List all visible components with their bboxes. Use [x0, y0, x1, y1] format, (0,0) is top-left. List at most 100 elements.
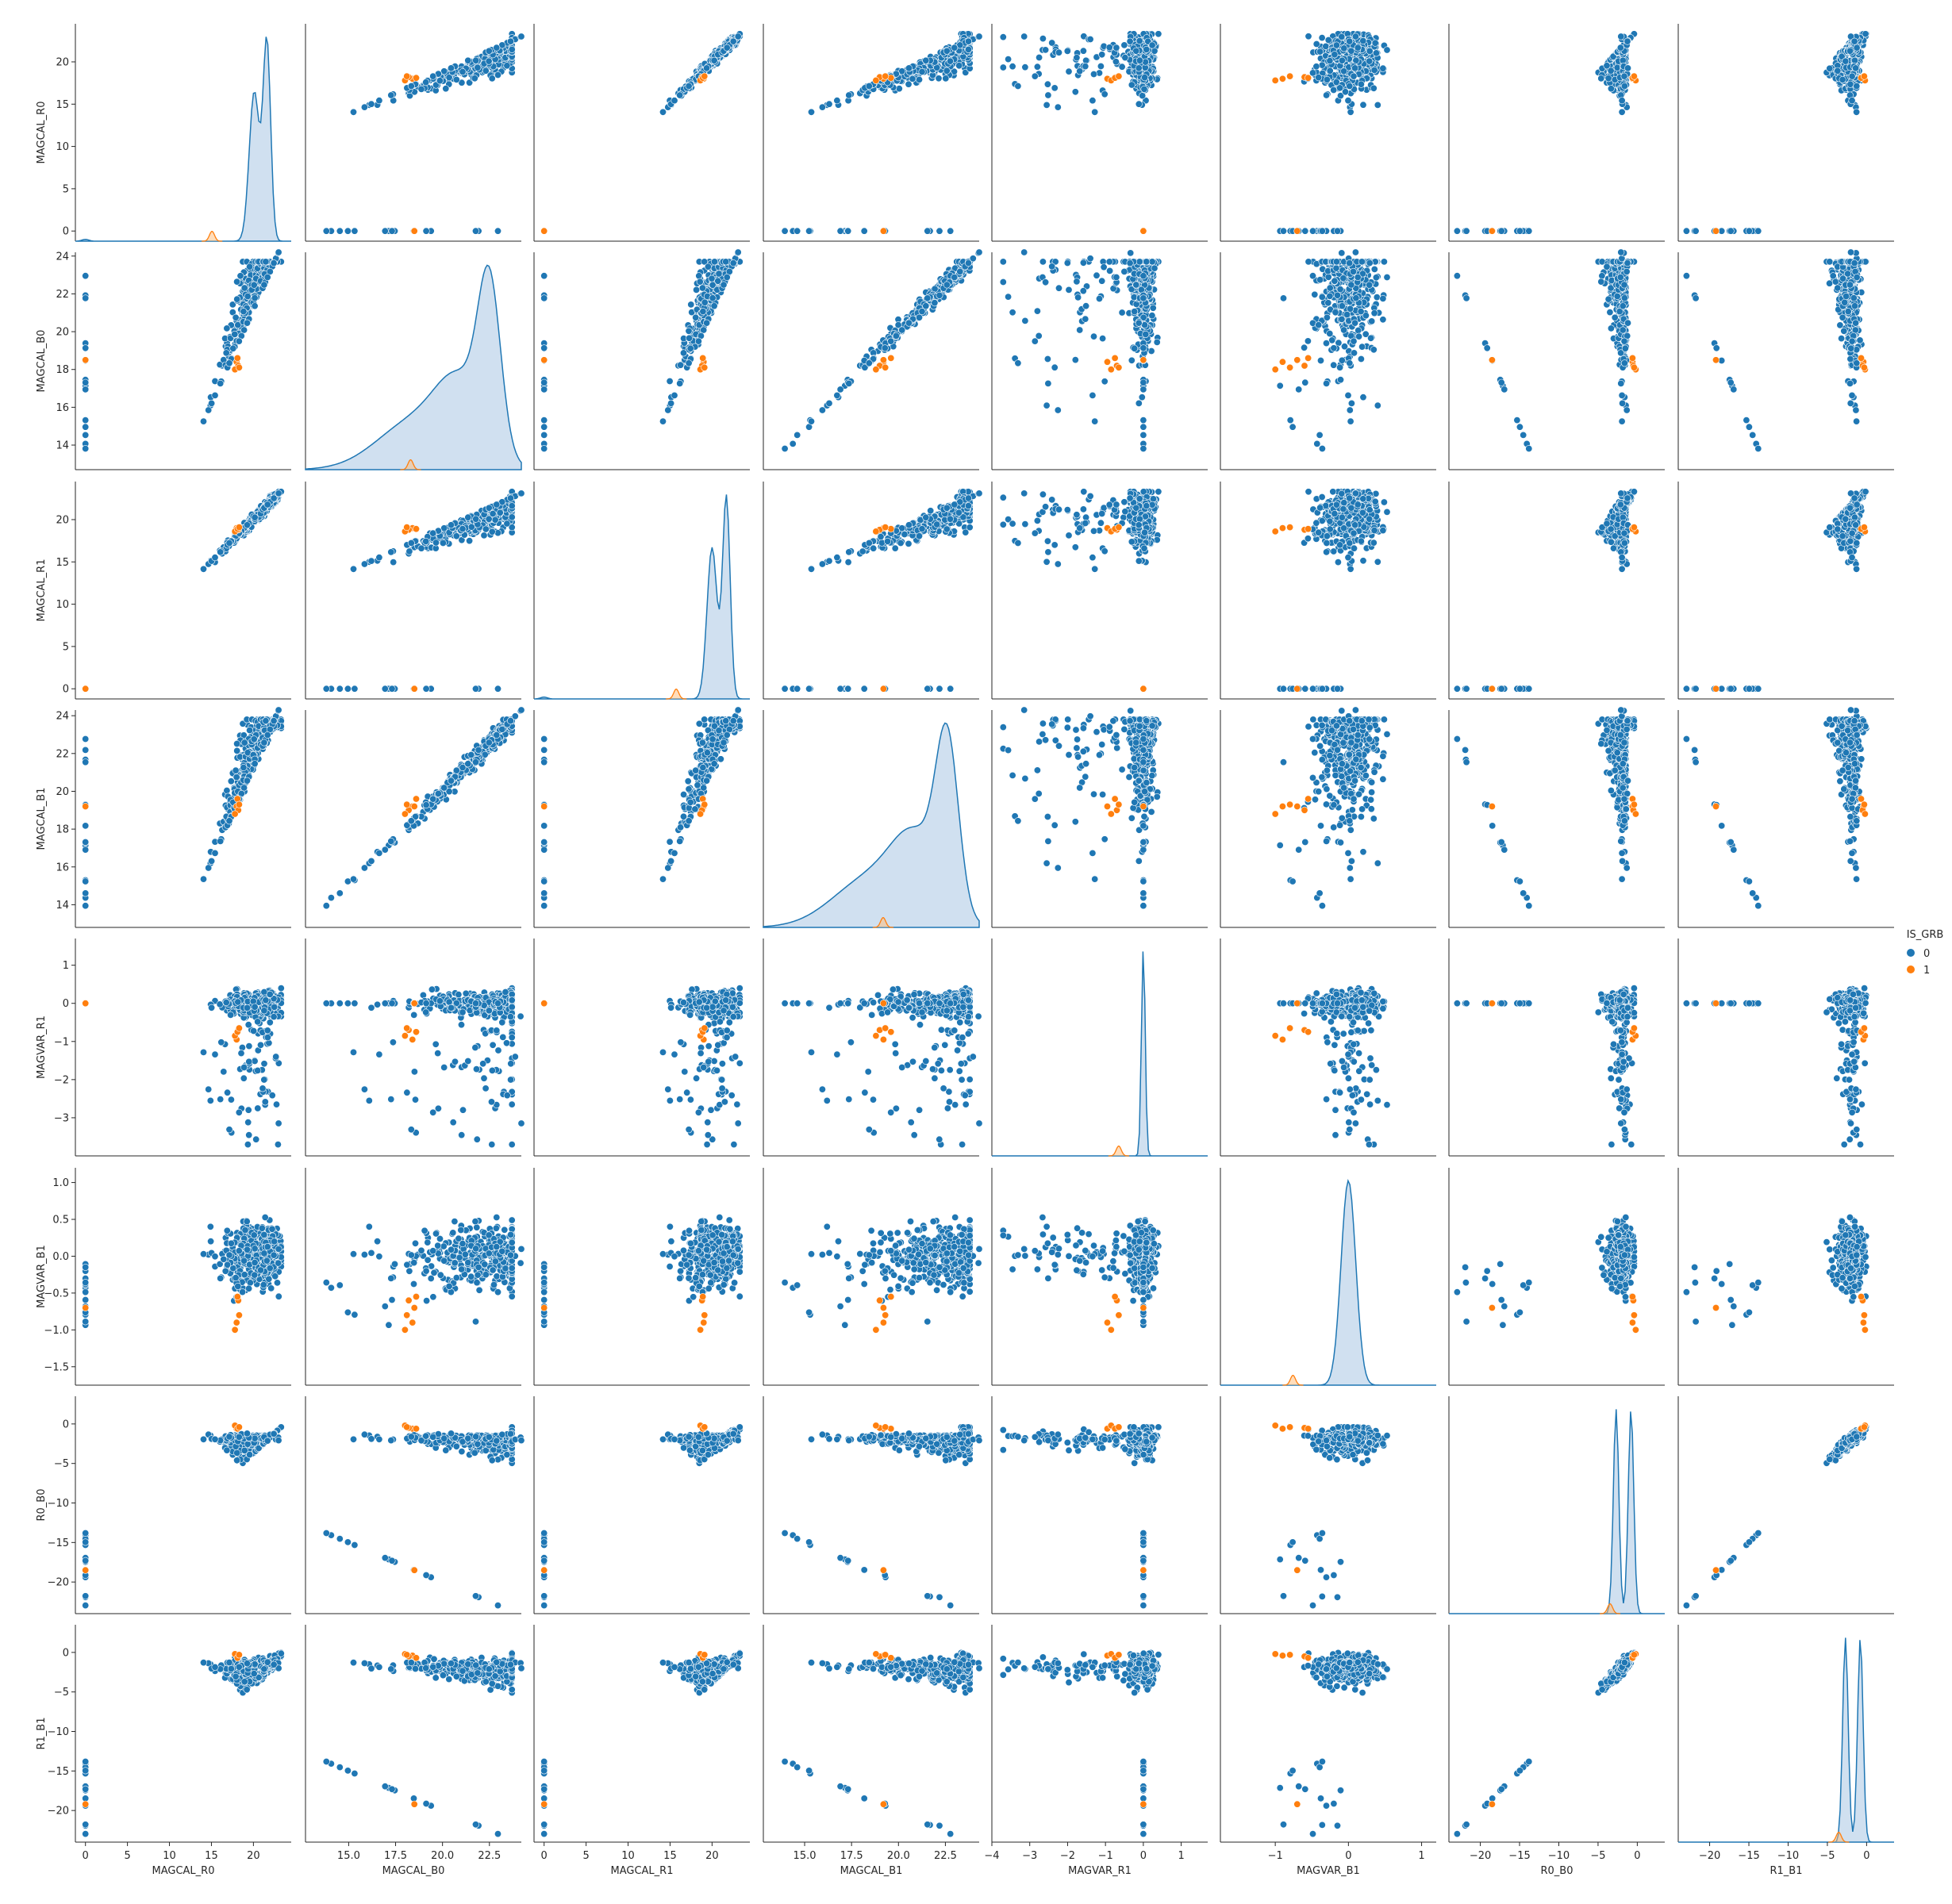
panel-MAGCAL_R0-vs-MAGVAR_B1 [1220, 24, 1436, 241]
point-class-0 [323, 228, 329, 234]
point-class-1 [1272, 77, 1278, 83]
point-class-0 [1374, 102, 1381, 108]
point-class-0 [448, 65, 454, 71]
point-class-0 [1526, 228, 1532, 234]
point-class-0 [350, 109, 356, 115]
point-class-0 [909, 75, 916, 82]
point-class-1 [1305, 75, 1311, 81]
point-class-0 [1032, 73, 1038, 79]
point-class-0 [923, 57, 929, 63]
point-class-0 [845, 228, 851, 234]
point-class-0 [261, 282, 267, 288]
point-class-0 [465, 57, 471, 63]
panel-MAGCAL_R0-vs-MAGCAL_B0 [305, 24, 525, 241]
point-class-0 [1366, 58, 1373, 64]
point-class-0 [1044, 81, 1051, 87]
point-class-0 [494, 71, 501, 78]
point-class-0 [83, 386, 89, 393]
point-class-0 [1370, 85, 1377, 91]
point-class-0 [1619, 109, 1625, 115]
point-class-0 [376, 98, 382, 104]
point-class-1 [83, 357, 89, 363]
point-class-0 [233, 278, 240, 285]
point-class-0 [1316, 75, 1322, 81]
point-class-1 [541, 228, 548, 234]
point-class-0 [1516, 228, 1523, 234]
point-class-0 [1853, 109, 1859, 115]
point-class-0 [1352, 33, 1358, 40]
point-class-0 [208, 400, 214, 406]
scatter-points [323, 31, 525, 235]
point-class-0 [1039, 35, 1046, 41]
point-class-0 [1608, 67, 1614, 74]
point-class-0 [336, 228, 343, 234]
point-class-0 [947, 228, 954, 234]
point-class-0 [1371, 67, 1378, 73]
point-class-0 [1082, 63, 1089, 69]
point-class-1 [234, 355, 240, 361]
point-class-0 [947, 58, 953, 64]
panel-MAGCAL_R0-vs-MAGCAL_B1 [763, 24, 982, 241]
point-class-0 [1000, 64, 1006, 71]
point-class-1 [701, 73, 708, 79]
point-class-0 [1135, 65, 1142, 71]
point-class-0 [896, 86, 902, 92]
point-class-0 [1122, 54, 1128, 60]
point-class-0 [919, 68, 925, 75]
point-class-0 [1839, 76, 1846, 83]
point-class-0 [224, 325, 230, 332]
point-class-0 [1327, 57, 1333, 63]
scatter-points [1683, 31, 1869, 235]
point-class-0 [436, 78, 443, 84]
point-class-0 [956, 63, 963, 69]
point-class-0 [1090, 71, 1097, 77]
point-class-0 [1598, 75, 1604, 82]
point-class-0 [271, 259, 277, 266]
kde-class-0 [75, 36, 291, 241]
y-axis-label: MAGCAL_R0 [36, 102, 48, 164]
point-class-0 [489, 75, 495, 82]
point-class-0 [1149, 42, 1155, 48]
point-class-0 [251, 282, 257, 288]
point-class-0 [494, 228, 501, 234]
point-class-0 [232, 331, 238, 337]
point-class-0 [861, 228, 867, 234]
point-class-0 [1325, 36, 1331, 43]
point-class-0 [1849, 98, 1855, 104]
point-class-0 [659, 109, 666, 115]
point-class-0 [924, 228, 931, 234]
point-class-0 [1727, 228, 1734, 234]
point-class-0 [1080, 48, 1086, 54]
point-class-0 [696, 273, 702, 279]
point-class-0 [430, 73, 436, 79]
point-class-0 [1055, 104, 1061, 110]
scatter-points [1454, 31, 1639, 235]
point-class-0 [1155, 31, 1162, 37]
point-class-0 [453, 76, 459, 83]
y-tick-label: 20 [56, 327, 69, 339]
point-class-0 [1049, 40, 1055, 46]
point-class-0 [730, 38, 736, 44]
point-class-0 [711, 57, 717, 63]
point-class-0 [1128, 82, 1135, 88]
point-class-0 [943, 75, 949, 82]
panel-MAGCAL_R0-vs-R0_B0 [1449, 24, 1665, 241]
y-tick-label: 18 [56, 364, 69, 376]
point-class-0 [1077, 68, 1083, 75]
y-tick-label: 0 [63, 226, 69, 238]
point-class-0 [1074, 55, 1080, 61]
point-class-0 [1127, 38, 1133, 44]
point-class-0 [1373, 50, 1379, 56]
point-class-0 [808, 109, 814, 115]
point-class-0 [1693, 228, 1699, 234]
scatter-points [1000, 31, 1162, 235]
point-class-0 [1106, 44, 1112, 51]
point-class-0 [1334, 228, 1340, 234]
point-class-0 [805, 228, 812, 234]
point-class-0 [916, 76, 922, 83]
point-class-0 [1313, 40, 1320, 47]
point-class-0 [1331, 52, 1338, 58]
point-class-0 [1045, 92, 1051, 98]
point-class-0 [951, 44, 958, 51]
point-class-0 [1339, 33, 1345, 40]
